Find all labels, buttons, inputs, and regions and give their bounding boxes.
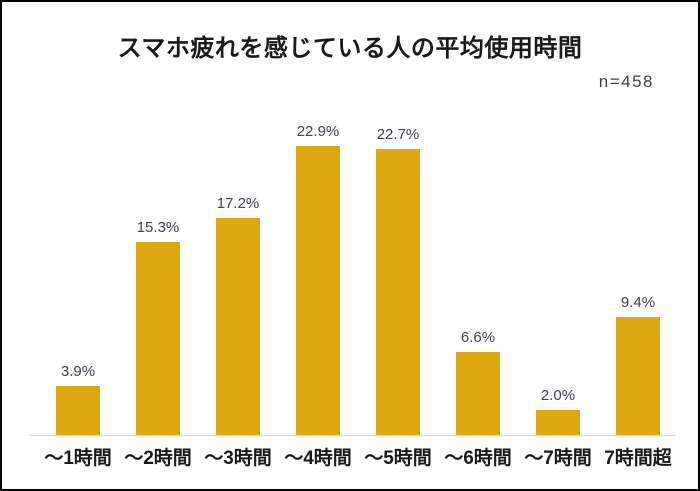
category-label: 7時間超	[604, 448, 672, 469]
bar-value-label: 15.3%	[136, 219, 180, 236]
sample-size-label: n=458	[598, 72, 654, 91]
bar-value-label: 17.2%	[216, 195, 260, 212]
chart-title: スマホ疲れを感じている人の平均使用時間	[117, 35, 583, 62]
bar	[616, 317, 660, 435]
bar-value-label: 2.0%	[540, 387, 576, 404]
bar	[296, 146, 340, 435]
category-label: ～1時間	[44, 448, 112, 469]
x-axis-line	[30, 435, 676, 436]
bar-value-label: 22.7%	[376, 126, 420, 143]
bar-value-label: 9.4%	[620, 294, 656, 311]
bar-column: 3.9%	[38, 107, 118, 435]
bar	[456, 352, 500, 435]
category-label: ～5時間	[364, 448, 432, 469]
bar-column: 15.3%	[118, 107, 198, 435]
bar	[56, 386, 100, 435]
category-label: ～3時間	[204, 448, 272, 469]
bar-column: 9.4%	[598, 107, 678, 435]
bar	[376, 149, 420, 435]
category-label: ～4時間	[284, 448, 352, 469]
bar-column: 6.6%	[438, 107, 518, 435]
bar-value-label: 22.9%	[296, 123, 340, 140]
bar	[216, 218, 260, 435]
bar	[536, 410, 580, 435]
category-label: ～6時間	[444, 448, 512, 469]
bar-value-label: 6.6%	[460, 329, 496, 346]
plot-area: 3.9% 15.3% 17.2% 22.9% 22.7% 6.6% 2.0% 9.4%	[38, 107, 678, 435]
bar-value-label: 3.9%	[60, 363, 96, 380]
category-label: ～2時間	[124, 448, 192, 469]
bar	[136, 242, 180, 435]
bar-column: 17.2%	[198, 107, 278, 435]
bar-column: 22.7%	[358, 107, 438, 435]
bar-column: 22.9%	[278, 107, 358, 435]
category-label: ～7時間	[524, 448, 592, 469]
bar-column: 2.0%	[518, 107, 598, 435]
category-axis: ～1時間 ～2時間 ～3時間 ～4時間 ～5時間 ～6時間 ～7時間 7時間超	[38, 443, 678, 470]
